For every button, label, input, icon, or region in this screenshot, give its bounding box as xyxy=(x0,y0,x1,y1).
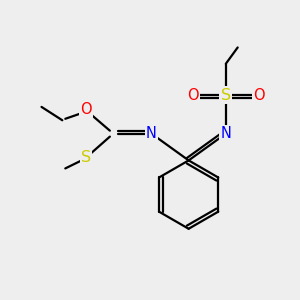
Text: O: O xyxy=(253,88,264,103)
Text: S: S xyxy=(221,88,231,103)
Text: O: O xyxy=(80,102,92,117)
Text: O: O xyxy=(187,88,199,103)
Text: N: N xyxy=(220,126,231,141)
Text: N: N xyxy=(146,126,157,141)
Text: S: S xyxy=(81,150,91,165)
